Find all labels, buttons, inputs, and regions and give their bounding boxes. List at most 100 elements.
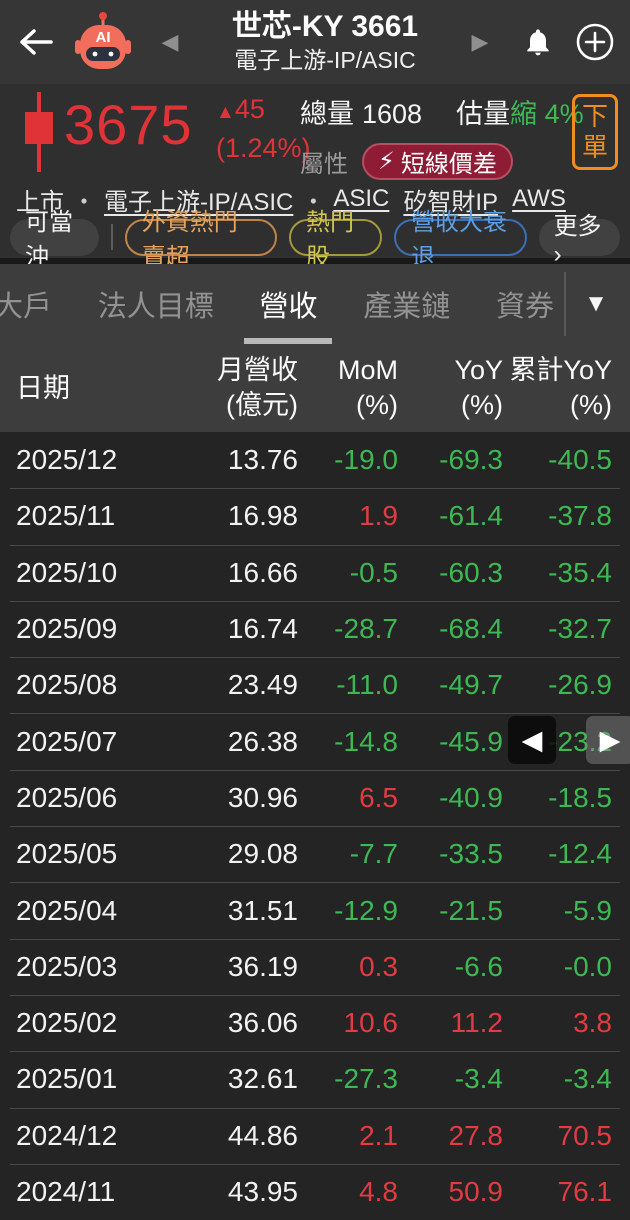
tab-revenue[interactable]: 營收 xyxy=(253,264,323,344)
cell-cum: -18.5 xyxy=(548,781,612,813)
concept-link-asic[interactable]: ASIC xyxy=(333,185,390,212)
tag-pills-row: 可當沖 外資熱門賣超 熱門股 營收大衰退 更多 › xyxy=(0,209,630,271)
cell-mom: -7.7 xyxy=(349,838,398,870)
tab-margin[interactable]: 資券 xyxy=(495,291,554,323)
cell-mom: -14.8 xyxy=(334,725,398,757)
notification-bell-button[interactable] xyxy=(516,20,560,64)
attribute-label: 屬性 xyxy=(300,151,348,178)
cell-cum: -5.9 xyxy=(563,894,612,926)
concept-link-sip[interactable]: 矽智財IP xyxy=(403,188,499,216)
cell-date: 2025/04 xyxy=(16,894,118,926)
cell-mom: -19.0 xyxy=(334,444,398,476)
cell-mom: 4.8 xyxy=(359,1176,398,1207)
estimate-tag: 縮 xyxy=(510,99,538,129)
cell-revenue: 16.66 xyxy=(227,556,298,588)
table-row: 2025/05 29.08 -7.7 -33.5 -12.4 xyxy=(0,826,630,882)
right-triangle-icon: ▶ xyxy=(599,724,621,755)
cell-cum: 70.5 xyxy=(557,1119,613,1151)
cell-yoy: -69.3 xyxy=(439,444,503,476)
table-row: 2025/07 26.38 -14.8 -45.9 -23.2 xyxy=(0,713,630,769)
table-body: 2025/12 13.76 -19.0 -69.3 -40.5 2025/11 16.98 1… xyxy=(0,432,630,1220)
order-button[interactable]: 下 單 xyxy=(572,94,618,170)
cell-revenue: 26.38 xyxy=(227,725,298,757)
left-triangle-icon: ◀ xyxy=(521,724,543,755)
cell-cum: -3.4 xyxy=(563,1063,612,1095)
estimate-percent: 4% xyxy=(544,99,584,129)
cell-revenue: 44.86 xyxy=(227,1119,298,1151)
cell-date: 2025/10 xyxy=(16,556,118,588)
cell-yoy: -60.3 xyxy=(439,556,503,588)
table-header: 日期 月營收 (億元) MoM (%) YoY (%) 累計YoY (%) xyxy=(0,344,630,432)
pill-day-trade[interactable]: 可當沖 xyxy=(10,209,100,271)
cell-yoy: -45.9 xyxy=(439,725,503,757)
title-area: ◀ 世芯-KY 3661 電子上游-IP/ASIC ▶ xyxy=(134,9,516,75)
tab-supply-chain[interactable]: 產業鏈 xyxy=(363,291,451,323)
table-row: 2025/09 16.74 -28.7 -68.4 -32.7 xyxy=(0,600,630,657)
change-value: 45 xyxy=(234,94,265,124)
cell-date: 2025/08 xyxy=(16,669,118,701)
cell-yoy: -21.5 xyxy=(439,894,503,926)
cell-yoy: 27.8 xyxy=(448,1119,504,1151)
ai-robot-icon[interactable]: AI xyxy=(72,10,134,74)
carousel-prev-button[interactable]: ◀ xyxy=(508,716,556,764)
cell-yoy: 50.9 xyxy=(448,1176,504,1207)
pill-hot-stock[interactable]: 熱門股 xyxy=(288,209,383,271)
cell-date: 2025/01 xyxy=(16,1063,118,1095)
cell-date: 2025/02 xyxy=(16,1007,118,1039)
table-row: 2025/11 16.98 1.9 -61.4 -37.8 xyxy=(0,488,630,544)
cell-mom: 6.5 xyxy=(359,781,398,813)
pill-revenue-decline[interactable]: 營收大衰退 xyxy=(394,209,527,271)
col-cum-yoy: 累計YoY (%) xyxy=(509,355,612,420)
cell-revenue: 29.08 xyxy=(227,838,298,870)
price-change: ▲45 (1.24%) xyxy=(216,94,311,164)
concept-link-aws[interactable]: AWS xyxy=(512,185,566,212)
stock-title: 世芯-KY 3661 xyxy=(231,10,419,43)
pill-foreign-sell[interactable]: 外資熱門賣超 xyxy=(124,209,277,271)
cell-revenue: 36.19 xyxy=(227,950,298,982)
tab-divider xyxy=(564,272,566,336)
cell-mom: 2.1 xyxy=(359,1119,398,1151)
cell-date: 2025/11 xyxy=(16,500,116,532)
col-mom: MoM (%) xyxy=(338,355,398,420)
cell-date: 2025/06 xyxy=(16,781,118,813)
cell-mom: -27.3 xyxy=(334,1063,398,1095)
attribute-badge[interactable]: ⚡ 短線價差 xyxy=(362,143,513,180)
col-date: 日期 xyxy=(16,372,70,403)
market-label: 上市 xyxy=(16,188,64,216)
tab-major-holders[interactable]: 大戶 xyxy=(0,291,53,323)
cell-date: 2025/07 xyxy=(16,725,118,757)
table-row: 2025/12 13.76 -19.0 -69.3 -40.5 xyxy=(0,432,630,488)
cell-cum: -12.4 xyxy=(548,838,612,870)
price-value: 3675 xyxy=(64,93,193,156)
estimate-label: 估量 xyxy=(456,99,511,129)
tabs: 大戶 法人目標 營收 產業鏈 資券 xyxy=(0,264,630,344)
cell-mom: -11.0 xyxy=(336,669,398,701)
back-button[interactable] xyxy=(14,20,58,64)
cell-mom: 10.6 xyxy=(343,1007,399,1039)
cell-date: 2025/03 xyxy=(16,950,118,982)
up-triangle-icon: ▲ xyxy=(216,102,235,123)
tab-institutional[interactable]: 法人目標 xyxy=(97,291,214,323)
prev-stock-icon[interactable]: ◀ xyxy=(161,29,179,54)
table-row: 2024/11 43.95 4.8 50.9 76.1 xyxy=(0,1163,630,1220)
cell-date: 2025/12 xyxy=(16,444,118,476)
tab-dropdown-icon[interactable]: ▼ xyxy=(584,290,608,317)
carousel-next-button[interactable]: ▶ xyxy=(586,716,630,764)
bell-icon xyxy=(527,29,549,56)
add-watchlist-button[interactable] xyxy=(574,21,616,63)
cell-cum: -23.2 xyxy=(548,725,612,757)
quote-stats: 總量 1608 估量縮 4% 屬性 ⚡ 短線價差 xyxy=(300,92,584,180)
cell-yoy: -49.7 xyxy=(439,669,503,701)
cell-date: 2025/09 xyxy=(16,613,118,645)
cell-yoy: -40.9 xyxy=(439,781,503,813)
pill-more[interactable]: 更多 › xyxy=(538,213,620,268)
table-row: 2024/12 44.86 2.1 27.8 70.5 xyxy=(0,1107,630,1164)
svg-text:AI: AI xyxy=(96,29,111,46)
industry-link[interactable]: 電子上游-IP/ASIC xyxy=(104,188,294,216)
cell-mom: 1.9 xyxy=(359,500,398,532)
next-stock-icon[interactable]: ▶ xyxy=(471,29,489,54)
cell-date: 2024/12 xyxy=(16,1119,118,1151)
cell-cum: -0.0 xyxy=(563,950,612,982)
cell-cum: -37.8 xyxy=(548,500,612,532)
